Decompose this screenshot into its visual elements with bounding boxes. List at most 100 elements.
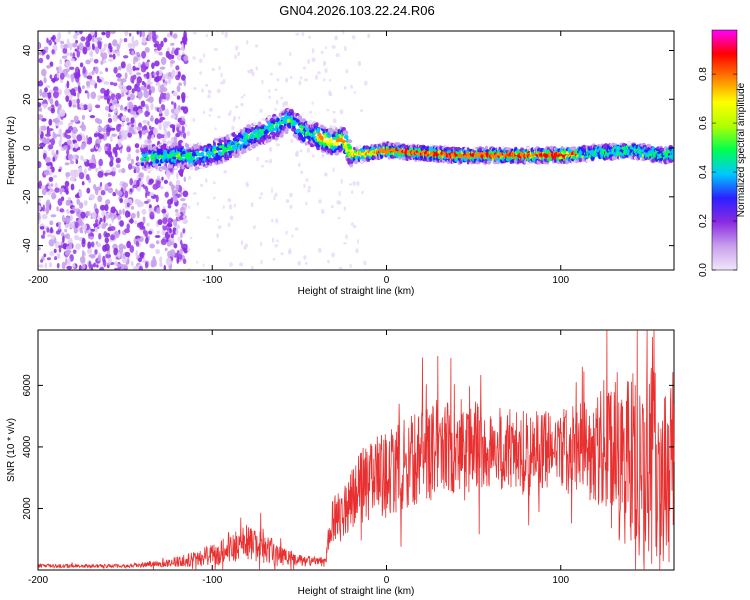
noise-cell: [252, 225, 256, 230]
noise-cell: [87, 91, 90, 100]
noise-cell: [99, 182, 103, 187]
noise-cell: [165, 257, 172, 266]
noise-cell: [115, 157, 121, 164]
noise-cell: [170, 233, 174, 239]
noise-cell: [96, 37, 103, 41]
noise-cell: [289, 76, 293, 79]
noise-cell: [82, 46, 88, 55]
noise-cell: [96, 118, 103, 125]
noise-cell: [103, 172, 110, 176]
noise-cell: [317, 71, 321, 75]
noise-cell: [166, 238, 169, 243]
noise-cell: [112, 53, 116, 60]
noise-cell: [163, 264, 166, 270]
noise-cell: [69, 121, 73, 126]
noise-cell: [138, 221, 144, 227]
noise-cell: [69, 160, 75, 165]
noise-cell: [87, 248, 93, 255]
noise-cell: [129, 245, 135, 253]
noise-cell: [322, 78, 326, 82]
noise-cell: [175, 184, 180, 191]
noise-cell: [104, 183, 109, 191]
noise-cell: [205, 178, 208, 183]
noise-cell: [76, 50, 80, 58]
noise-cell: [51, 149, 55, 157]
noise-cell: [81, 114, 85, 120]
noise-cell: [124, 190, 129, 199]
noise-cell: [128, 67, 133, 76]
noise-cell: [63, 43, 69, 49]
noise-cell: [86, 137, 92, 145]
noise-cell: [274, 244, 278, 248]
noise-cell: [324, 172, 328, 177]
noise-cell: [85, 210, 90, 217]
noise-cell: [69, 214, 73, 222]
noise-cell: [282, 102, 286, 107]
noise-cell: [160, 57, 167, 65]
ridge-cell: [271, 127, 275, 132]
noise-cell: [273, 195, 276, 201]
noise-cell: [312, 154, 315, 158]
noise-cell: [261, 79, 264, 85]
noise-cell: [359, 109, 364, 112]
noise-cell: [127, 42, 134, 49]
colorbar-gradient: [711, 29, 738, 271]
noise-cell: [233, 116, 237, 121]
spectrogram-x-tick-label: -200: [28, 275, 48, 286]
noise-cell: [65, 233, 70, 240]
noise-cell: [48, 262, 53, 268]
noise-cell: [166, 223, 172, 228]
noise-cell: [156, 207, 161, 215]
noise-cell: [227, 222, 231, 228]
noise-cell: [318, 247, 322, 254]
noise-cell: [126, 146, 131, 153]
noise-cell: [120, 61, 126, 69]
ridge-cell: [347, 139, 353, 143]
noise-cell: [66, 139, 72, 145]
noise-cell: [143, 90, 150, 99]
noise-cell: [138, 257, 142, 263]
noise-cell: [87, 103, 93, 111]
noise-cell: [321, 153, 325, 158]
spectrogram-y-tick-label: -20: [22, 189, 33, 204]
noise-cell: [62, 235, 65, 243]
ridge-cell: [172, 156, 177, 160]
noise-cell: [75, 243, 81, 250]
noise-cell: [130, 212, 136, 219]
noise-cell: [94, 187, 99, 196]
noise-cell: [106, 97, 110, 105]
noise-cell: [116, 73, 122, 78]
noise-cell: [121, 129, 126, 137]
noise-cell: [80, 36, 86, 42]
noise-cell: [121, 134, 128, 141]
colorbar-label: Normalized spectral amplitude: [736, 82, 747, 217]
noise-cell: [174, 108, 180, 114]
noise-cell: [274, 192, 278, 197]
noise-cell: [77, 81, 81, 86]
noise-cell: [38, 197, 41, 204]
noise-cell: [295, 32, 300, 36]
noise-cell: [97, 255, 101, 262]
noise-cell: [149, 211, 155, 220]
ridge-cell: [670, 155, 674, 160]
noise-cell: [65, 52, 70, 56]
noise-cell: [77, 101, 80, 110]
noise-cell: [50, 226, 53, 234]
noise-cell: [64, 229, 68, 233]
noise-cell: [75, 39, 78, 44]
noise-cell: [271, 218, 274, 223]
noise-cell: [99, 48, 105, 54]
noise-cell: [89, 228, 96, 232]
noise-cell: [80, 102, 84, 110]
noise-cell: [192, 192, 197, 195]
noise-cell: [350, 190, 354, 194]
noise-cell: [216, 88, 221, 94]
noise-cell: [108, 42, 112, 50]
noise-cell: [227, 198, 232, 203]
noise-cell: [123, 55, 129, 59]
noise-cell: [280, 96, 283, 100]
noise-cell: [173, 102, 177, 110]
noise-cell: [231, 125, 235, 131]
noise-cell: [115, 92, 122, 100]
noise-cell: [343, 86, 347, 90]
